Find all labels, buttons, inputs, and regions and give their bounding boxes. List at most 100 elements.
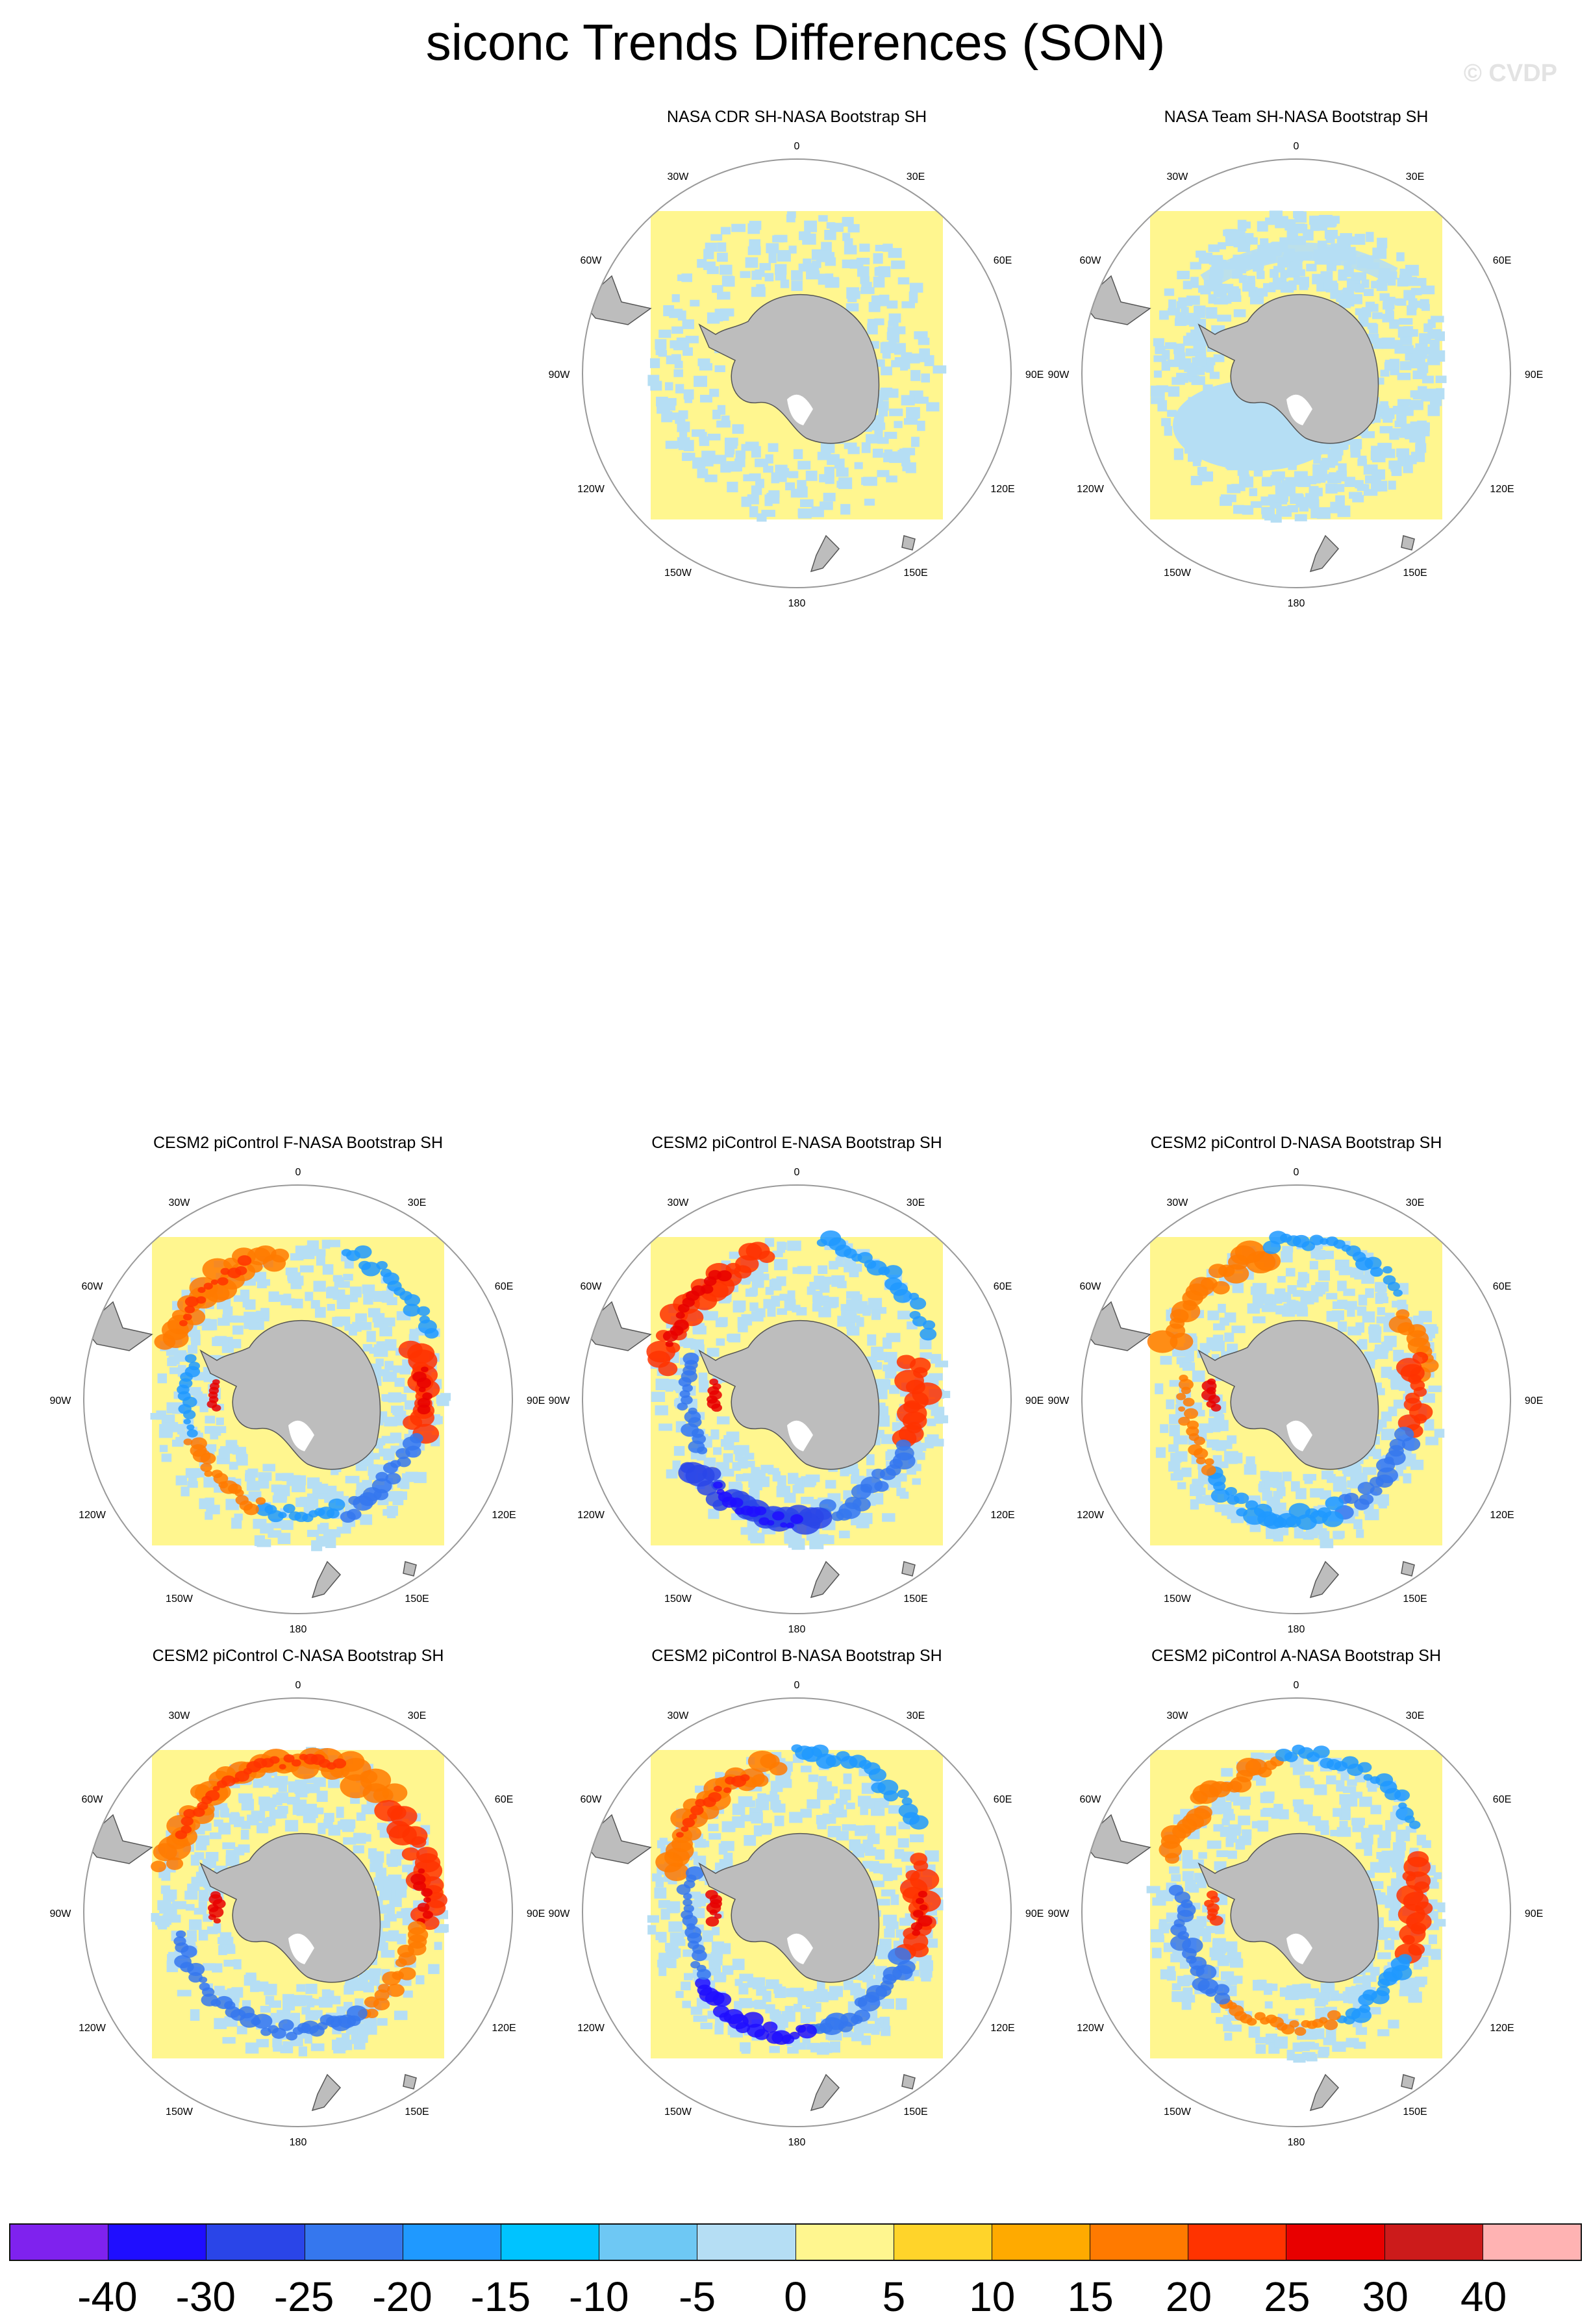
longitude-label: 60W: [82, 1281, 104, 1292]
longitude-label: 180: [1288, 2137, 1305, 2148]
colorbar-swatch: [1188, 2225, 1287, 2260]
colorbar-tick-label: 5: [882, 2273, 906, 2320]
panel-title: CESM2 piControl B-NASA Bootstrap SH: [651, 1647, 942, 1665]
longitude-label: 150W: [664, 2106, 692, 2118]
colorbar-tick-label: -40: [77, 2273, 138, 2320]
longitude-label: 60W: [1080, 255, 1102, 266]
colorbar-swatch: [1483, 2225, 1581, 2260]
longitude-label: 120E: [990, 1510, 1014, 1521]
longitude-label: 150W: [1164, 568, 1192, 579]
map-boundary: [1081, 158, 1511, 588]
longitude-label: 60W: [581, 255, 603, 266]
longitude-label: 120E: [990, 2023, 1014, 2034]
longitude-label: 30E: [907, 1710, 925, 1721]
longitude-label: 120W: [1077, 2023, 1105, 2034]
colorbar-tick-label: -25: [273, 2273, 334, 2320]
colorbar-swatch: [1286, 2225, 1385, 2260]
map-boundary: [1081, 1697, 1511, 2127]
longitude-label: 120E: [1490, 484, 1514, 495]
longitude-label: 30W: [1167, 1710, 1189, 1721]
map-panel: CESM2 piControl D-NASA Bootstrap SH 0 30E 6…: [1047, 1134, 1543, 1635]
longitude-label: 30E: [1406, 1710, 1424, 1721]
longitude-label: 90W: [1047, 1908, 1070, 1919]
longitude-label: 90W: [49, 1908, 71, 1919]
longitude-label: 150W: [1164, 2106, 1192, 2118]
longitude-label: 120W: [577, 1510, 605, 1521]
longitude-label: 120E: [1490, 2023, 1514, 2034]
colorbar-swatch: [992, 2225, 1091, 2260]
longitude-label: 120W: [79, 1510, 106, 1521]
panel-title: CESM2 piControl F-NASA Bootstrap SH: [153, 1134, 443, 1152]
colorbar-swatch: [796, 2225, 894, 2260]
colorbar-swatch: [10, 2225, 109, 2260]
map-panel: CESM2 piControl F-NASA Bootstrap SH 0 30E 6…: [49, 1134, 545, 1635]
longitude-label: 30W: [1167, 1197, 1189, 1208]
longitude-label: 90W: [49, 1395, 71, 1406]
map-panel: CESM2 piControl C-NASA Bootstrap SH 0 30E 6…: [49, 1647, 545, 2148]
longitude-label: 60W: [581, 1794, 603, 1805]
longitude-label: 180: [1288, 1624, 1305, 1635]
longitude-label: 0: [1294, 1680, 1299, 1691]
new-zealand-landmass: [1309, 2073, 1340, 2112]
longitude-label: 150E: [903, 1593, 927, 1605]
longitude-label: 90E: [1025, 1908, 1044, 1919]
longitude-label: 30E: [907, 1197, 925, 1208]
longitude-label: 150W: [1164, 1593, 1192, 1605]
south-america-landmass: [84, 1814, 153, 1864]
south-america-landmass: [1082, 1301, 1151, 1351]
colorbar-swatch: [599, 2225, 698, 2260]
map-boundary: [582, 158, 1012, 588]
polar-map-panels: NASA CDR SH-NASA Bootstrap SH 0 30E 60E 90E 1…: [49, 108, 1543, 2148]
antarctica-landmass: [698, 294, 880, 444]
longitude-label: 90W: [548, 1908, 570, 1919]
colorbar-tick-label: 30: [1362, 2273, 1409, 2320]
antarctica-landmass: [1197, 1832, 1379, 1983]
longitude-label: 30W: [169, 1197, 191, 1208]
longitude-label: 60E: [1493, 1281, 1511, 1292]
longitude-label: 90E: [1525, 1395, 1543, 1406]
colorbar-swatch: [894, 2225, 992, 2260]
colorbar-swatch: [1384, 2225, 1483, 2260]
south-america-landmass: [1082, 275, 1151, 325]
longitude-label: 30W: [668, 171, 690, 182]
longitude-label: 180: [788, 598, 806, 609]
longitude-label: 150W: [166, 1593, 194, 1605]
longitude-label: 120W: [577, 484, 605, 495]
longitude-label: 60W: [1080, 1281, 1102, 1292]
longitude-label: 90E: [1025, 1395, 1044, 1406]
figure-title: siconc Trends Differences (SON): [425, 14, 1166, 71]
panel-title: NASA Team SH-NASA Bootstrap SH: [1164, 108, 1429, 126]
map-panel: NASA CDR SH-NASA Bootstrap SH 0 30E 60E 90E 1…: [548, 108, 1044, 609]
antarctica-landmass: [199, 1832, 381, 1983]
antarctica-landmass: [1197, 294, 1379, 444]
longitude-label: 90E: [527, 1395, 545, 1406]
longitude-label: 60E: [495, 1794, 513, 1805]
map-boundary: [83, 1184, 513, 1614]
south-america-landmass: [583, 275, 652, 325]
longitude-label: 60E: [994, 255, 1012, 266]
longitude-label: 150E: [1403, 568, 1427, 579]
new-zealand-landmass: [1309, 534, 1340, 573]
panel-title: CESM2 piControl E-NASA Bootstrap SH: [651, 1134, 942, 1152]
longitude-label: 60E: [1493, 255, 1511, 266]
colorbar-tick-label: 15: [1067, 2273, 1114, 2320]
map-boundary: [1081, 1184, 1511, 1614]
longitude-label: 120E: [492, 1510, 516, 1521]
colorbar-swatch: [403, 2225, 501, 2260]
colorbar-swatch: [697, 2225, 796, 2260]
longitude-label: 150E: [903, 568, 927, 579]
new-zealand-landmass: [1309, 1560, 1340, 1599]
longitude-label: 30W: [1167, 171, 1189, 182]
longitude-label: 90W: [1047, 369, 1070, 381]
longitude-label: 150W: [664, 1593, 692, 1605]
longitude-label: 60E: [994, 1794, 1012, 1805]
colorbar-tick-label: 10: [969, 2273, 1016, 2320]
panel-title: CESM2 piControl A-NASA Bootstrap SH: [1151, 1647, 1441, 1665]
longitude-label: 90E: [1525, 369, 1543, 381]
new-zealand-landmass: [810, 2073, 840, 2112]
south-america-landmass: [583, 1814, 652, 1864]
map-panel: NASA Team SH-NASA Bootstrap SH 0 30E 60E 90E…: [1047, 108, 1543, 609]
longitude-label: 90E: [527, 1908, 545, 1919]
new-zealand-landmass: [311, 2073, 342, 2112]
antarctica-landmass: [698, 1832, 880, 1983]
